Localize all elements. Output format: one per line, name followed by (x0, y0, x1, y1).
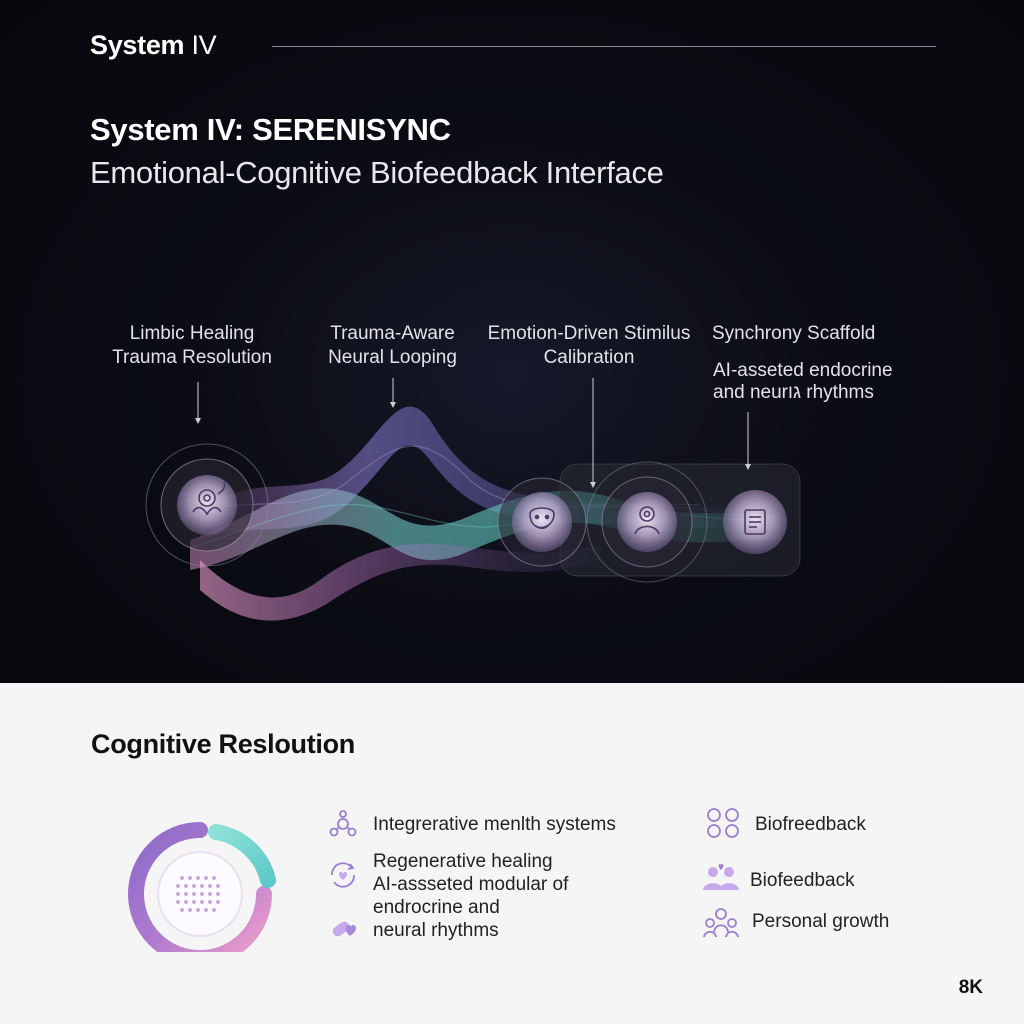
node-label-line: Emotion-Driven Stimilus (487, 323, 691, 344)
brand-light: IV (191, 30, 217, 60)
feature-item-biofeedback: Biofeedback (750, 869, 855, 892)
node-label-synchrony-scaffold: Synchrony Scaffold (712, 322, 875, 346)
feature-line: Personal growth (752, 911, 890, 932)
node-detail-synchrony: AI-asseted endocrine and neurגו rhythms (713, 360, 893, 404)
people-icon (703, 864, 739, 890)
feature-line: Regenerative healing (373, 851, 553, 872)
node-label-line: Synchrony Scaffold (712, 323, 876, 344)
pointer-arrow (590, 482, 596, 488)
feature-line: AI-assseted modular of (373, 874, 569, 895)
node-label-line: Calibration (543, 347, 635, 368)
feature-item-integrative: Integrerative menlth systems (373, 813, 616, 836)
resolution-ring-graphic (128, 822, 276, 952)
biofeedback-flow-diagram (145, 378, 801, 621)
wave-ribbon-pink (200, 543, 600, 621)
flow-node-synchrony (723, 490, 787, 554)
lotus-brain-icon (192, 481, 226, 516)
page-title: System IV: SERENISYNC (90, 112, 451, 147)
pointer-arrow (745, 464, 751, 470)
feature-line: Integrerative menlth systems (373, 814, 616, 835)
node-detail-line: and neurגו rhythms (713, 382, 874, 403)
node-label-limbic-healing: Limbic Healing Trauma Resolution (106, 322, 278, 370)
feature-item-personal-growth: Personal growth (752, 910, 889, 933)
brand-bold: System (90, 30, 185, 60)
brand-logo: System IV (90, 30, 217, 61)
feature-line: Biofreedback (755, 814, 866, 835)
person-heart-icon (634, 506, 660, 535)
feature-item-endocrine: endrocrine and neural rhythms (373, 896, 500, 942)
pointer-arrow (195, 418, 201, 424)
feature-line: endrocrine and (373, 897, 500, 918)
dot-matrix-core (176, 876, 220, 912)
group-growth-icon (703, 908, 739, 938)
cycle-heart-icon (331, 862, 355, 888)
molecule-icon (329, 810, 357, 837)
bottom-panel (0, 683, 1024, 1024)
feature-item-biofreedback: Biofreedback (755, 813, 866, 836)
node-label-emotion-driven: Emotion-Driven Stimilus Calibration (478, 322, 700, 370)
node-label-line: Neural Looping (328, 347, 457, 368)
feature-line: neural rhythms (373, 920, 499, 941)
node-label-line: Trauma-Aware (330, 323, 455, 344)
face-icon (529, 507, 555, 530)
resolution-badge: 8K (958, 977, 983, 998)
pointer-arrow (390, 402, 396, 408)
nodes-icon (707, 808, 739, 838)
node-detail-line: AI-asseted endocrine (713, 360, 893, 381)
section-title: Cognitive Resloution (91, 729, 356, 759)
node-label-line: Limbic Healing (129, 323, 255, 344)
pill-heart-icon (332, 921, 357, 937)
ring-outer (128, 822, 272, 952)
ring-outer-teal (208, 824, 276, 888)
feature-line: Biofeedback (750, 870, 855, 891)
node-label-trauma-aware: Trauma-Aware Neural Looping (310, 322, 475, 370)
document-icon (744, 509, 766, 535)
flow-node-emotion (497, 477, 587, 567)
header-divider (272, 46, 936, 47)
page-subtitle: Emotional-Cognitive Biofeedback Interfac… (90, 155, 664, 190)
flow-node-limbic (145, 443, 269, 567)
flow-node-calibration (586, 461, 708, 583)
feature-item-regenerative: Regenerative healing AI-assseted modular… (373, 850, 568, 896)
node-label-line: Trauma Resolution (112, 347, 272, 368)
